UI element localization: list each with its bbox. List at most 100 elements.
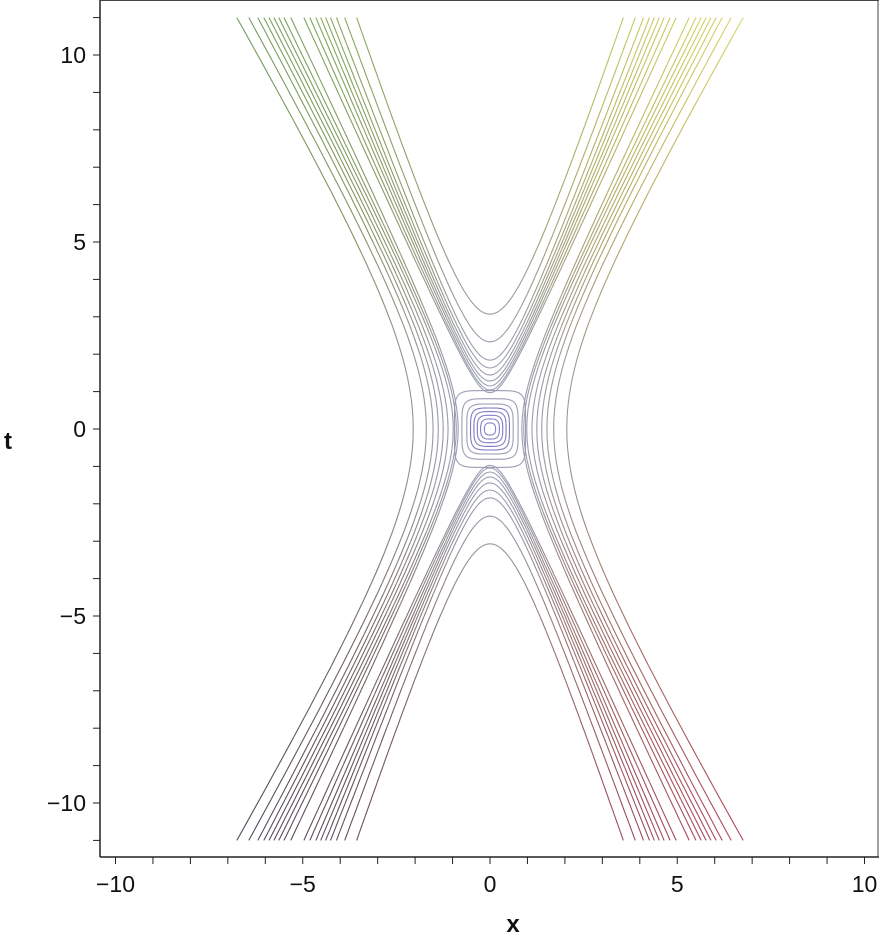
contour-segment bbox=[377, 212, 384, 224]
contour-segment bbox=[418, 663, 422, 670]
contour-segment bbox=[509, 488, 513, 493]
contour-segment bbox=[506, 491, 509, 495]
contour-segment bbox=[547, 577, 552, 585]
contour-segment bbox=[497, 518, 501, 521]
contour-segment bbox=[405, 305, 411, 317]
contour-segment bbox=[528, 307, 532, 313]
contour-segment bbox=[515, 405, 518, 409]
contour-segment bbox=[391, 706, 396, 714]
contour-segment bbox=[543, 226, 547, 232]
contour-segment bbox=[379, 159, 385, 169]
contour-segment bbox=[680, 120, 687, 131]
contour-segment bbox=[590, 662, 596, 671]
contour-segment bbox=[356, 192, 363, 203]
contour-segment bbox=[327, 801, 333, 812]
contour-segment bbox=[454, 456, 457, 460]
contour-segment bbox=[570, 274, 577, 286]
contour-segment bbox=[456, 575, 460, 580]
contour-segment bbox=[395, 274, 402, 286]
contour-segment bbox=[461, 391, 465, 394]
contour-segment bbox=[516, 569, 520, 573]
contour-segment bbox=[632, 161, 639, 173]
contour-segment bbox=[573, 562, 580, 574]
contour-segment bbox=[590, 187, 596, 196]
contour-segment bbox=[651, 811, 657, 822]
contour-segment bbox=[336, 665, 343, 677]
contour-segment bbox=[538, 346, 544, 358]
contour-segment bbox=[731, 819, 738, 831]
contour-segment bbox=[571, 152, 576, 160]
contour-segment bbox=[421, 387, 425, 399]
contour-segment bbox=[619, 110, 625, 120]
contour-segment bbox=[482, 436, 484, 439]
contour-segment bbox=[543, 459, 547, 471]
contour-segment bbox=[631, 764, 637, 775]
contour-segment bbox=[284, 799, 291, 810]
contour-segment bbox=[389, 666, 395, 675]
contour-segment bbox=[411, 603, 416, 612]
contour-segment bbox=[600, 120, 605, 129]
contour-segment bbox=[564, 246, 569, 255]
contour-segment bbox=[398, 217, 403, 226]
contour-segment bbox=[462, 540, 466, 545]
contour-segment bbox=[396, 284, 403, 296]
contour-segment bbox=[253, 799, 261, 810]
contour-segment bbox=[591, 99, 595, 107]
contour-segment bbox=[561, 541, 567, 553]
contour-segment bbox=[642, 655, 649, 666]
contour-segment bbox=[415, 552, 421, 563]
contour-segment bbox=[471, 526, 475, 530]
contour-segment bbox=[340, 54, 346, 65]
contour-segment bbox=[378, 710, 383, 720]
contour-segment bbox=[336, 181, 343, 193]
contour-segment bbox=[457, 511, 461, 517]
contour-segment bbox=[508, 347, 512, 352]
contour-segment bbox=[580, 210, 586, 219]
contour-segment bbox=[596, 593, 602, 605]
contour-segment bbox=[341, 685, 348, 697]
contour-segment bbox=[385, 165, 390, 174]
contour-segment bbox=[548, 480, 552, 491]
contour-segment bbox=[401, 490, 406, 502]
contour-segment bbox=[448, 567, 452, 573]
contour-segment bbox=[477, 519, 481, 523]
contour-segment bbox=[546, 587, 551, 594]
contour-segment bbox=[442, 581, 446, 587]
contour-segment bbox=[552, 367, 557, 378]
contour-segment bbox=[259, 788, 266, 800]
contour-segment bbox=[293, 37, 300, 49]
contour-segment bbox=[484, 388, 488, 391]
contour-segment bbox=[503, 331, 507, 335]
contour-segment bbox=[549, 500, 555, 512]
contour-segment bbox=[429, 636, 433, 642]
contour-segment bbox=[500, 489, 504, 493]
contour-segment bbox=[507, 413, 510, 417]
contour-segment bbox=[387, 583, 394, 594]
contour-segment bbox=[579, 219, 585, 228]
contour-segment bbox=[649, 109, 656, 121]
contour-segment bbox=[404, 583, 411, 594]
contour-segment bbox=[380, 114, 385, 123]
contour-segment bbox=[484, 390, 488, 393]
contour-segment bbox=[421, 511, 427, 522]
contour-segment bbox=[418, 257, 423, 265]
contour-segment bbox=[575, 215, 580, 224]
contour-segment bbox=[387, 162, 392, 171]
contour-segment bbox=[313, 768, 320, 779]
contour-segment bbox=[504, 508, 508, 512]
contour-segment bbox=[506, 405, 509, 407]
contour-segment bbox=[662, 737, 669, 749]
contour-segment bbox=[609, 48, 613, 57]
y-tick-label: 0 bbox=[73, 416, 86, 442]
contour-segment bbox=[543, 626, 547, 632]
contour-segment bbox=[360, 192, 367, 203]
contour-segment bbox=[515, 345, 519, 350]
contour-segment bbox=[429, 587, 434, 594]
contour-segment bbox=[509, 367, 513, 372]
contour-segment bbox=[617, 89, 622, 99]
contour-segment bbox=[461, 508, 465, 513]
contour-segment bbox=[612, 253, 619, 265]
contour-segment bbox=[620, 161, 627, 173]
contour-segment bbox=[576, 165, 581, 173]
contour-segment bbox=[564, 616, 569, 624]
